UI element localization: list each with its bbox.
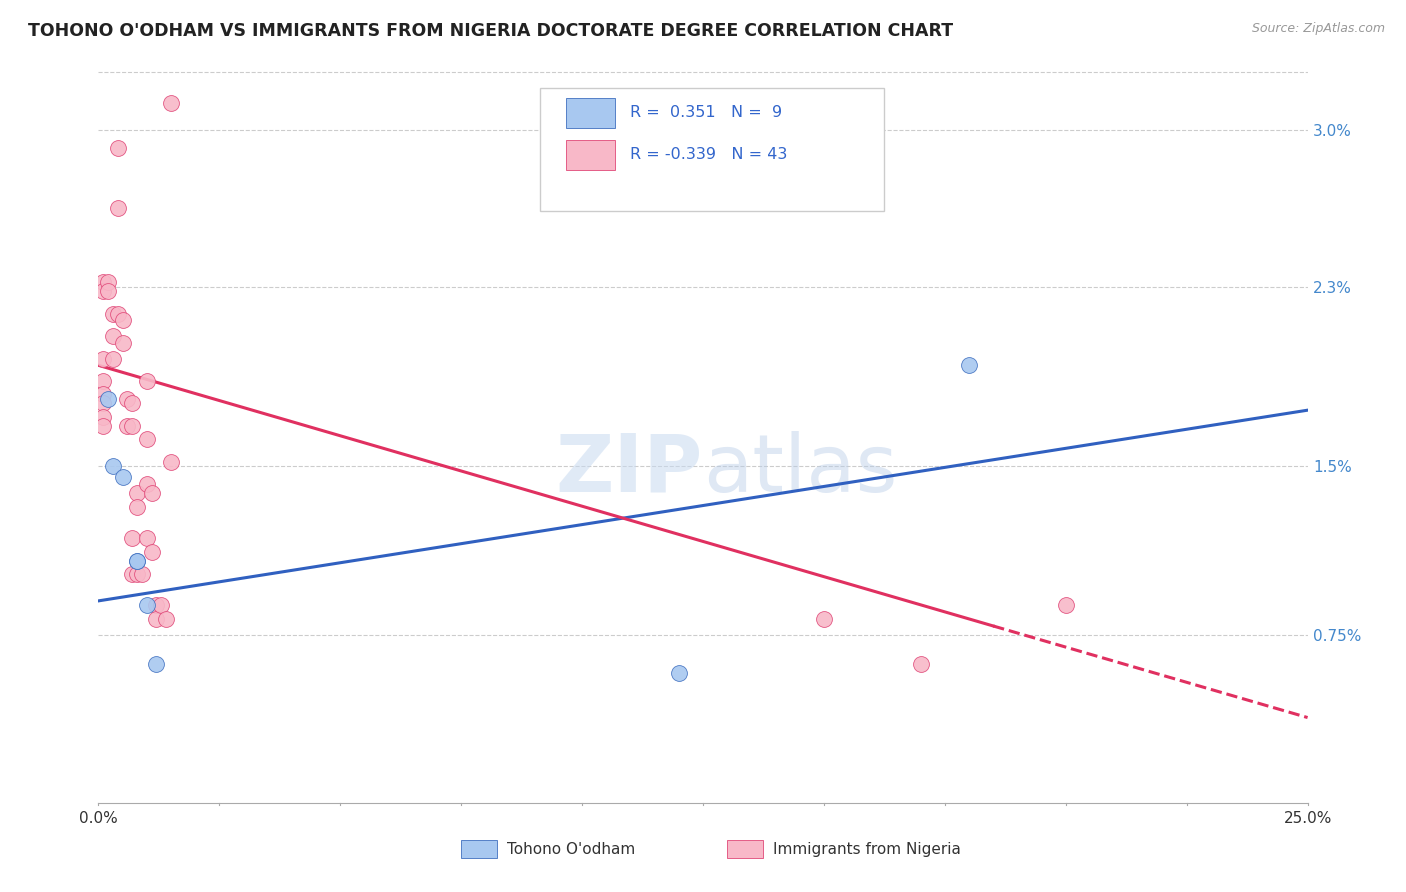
FancyBboxPatch shape [461,840,498,858]
Point [1054,599,1077,613]
Point [101,307,124,321]
Point [141,544,163,558]
Point [127,566,149,581]
Point [957,359,980,373]
FancyBboxPatch shape [567,140,614,169]
Point [127,553,149,567]
Text: atlas: atlas [703,431,897,508]
Point [127,500,149,514]
Point [111,470,134,484]
Point [121,531,143,545]
Point [97,275,120,289]
Text: TOHONO O'ODHAM VS IMMIGRANTS FROM NIGERIA DOCTORATE DEGREE CORRELATION CHART: TOHONO O'ODHAM VS IMMIGRANTS FROM NIGERI… [28,22,953,40]
Point [111,335,134,350]
Point [145,657,167,671]
Point [910,657,932,671]
Point [121,396,143,410]
Point [150,599,173,613]
Point [668,665,690,680]
Point [101,351,124,366]
Text: Tohono O'odham: Tohono O'odham [508,842,636,857]
Point [117,418,139,433]
Point [131,566,153,581]
Point [91,418,114,433]
Point [135,433,157,447]
Point [91,396,114,410]
Point [135,599,157,613]
Point [135,477,157,491]
Point [101,459,124,474]
Point [101,329,124,343]
Text: ZIP: ZIP [555,431,703,508]
Point [160,95,183,110]
Point [117,392,139,406]
Point [121,418,143,433]
FancyBboxPatch shape [727,840,763,858]
Point [155,612,177,626]
Point [127,486,149,500]
Point [160,455,183,469]
Point [91,275,114,289]
Point [121,566,143,581]
Point [145,599,167,613]
FancyBboxPatch shape [567,98,614,128]
FancyBboxPatch shape [540,88,884,211]
Point [91,374,114,388]
Point [91,285,114,299]
Point [145,612,167,626]
Point [135,531,157,545]
Point [107,141,129,155]
Point [813,612,835,626]
Text: R = -0.339   N = 43: R = -0.339 N = 43 [630,147,787,162]
Point [91,351,114,366]
Point [135,374,157,388]
Point [141,486,163,500]
Text: Source: ZipAtlas.com: Source: ZipAtlas.com [1251,22,1385,36]
Point [107,201,129,215]
Point [111,313,134,327]
Point [97,392,120,406]
Point [127,553,149,567]
Text: R =  0.351   N =  9: R = 0.351 N = 9 [630,105,783,120]
Point [91,387,114,401]
Point [91,409,114,424]
Text: Immigrants from Nigeria: Immigrants from Nigeria [773,842,962,857]
Point [107,307,129,321]
Point [97,285,120,299]
